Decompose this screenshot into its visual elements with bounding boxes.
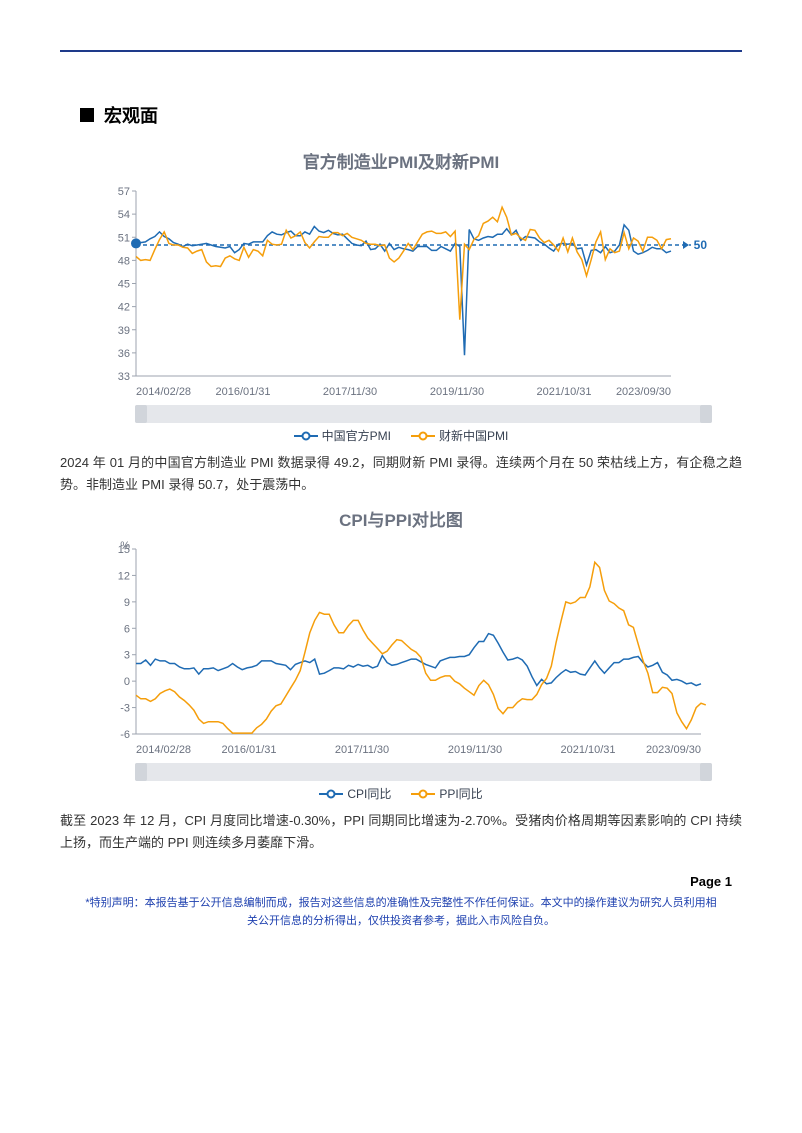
legend-item: 中国官方PMI [294, 427, 391, 444]
svg-text:54: 54 [118, 209, 130, 221]
scrubber-handle-right[interactable] [700, 405, 712, 423]
svg-text:-6: -6 [120, 729, 130, 741]
svg-text:51: 51 [118, 232, 130, 244]
legend-item: PPI同比 [411, 785, 482, 802]
chart-cpi-ppi: CPI与PPI对比图 -6-303691215%2014/02/282016/0… [60, 506, 742, 802]
svg-text:2021/10/31: 2021/10/31 [560, 744, 615, 756]
bullet-icon [80, 108, 94, 122]
legend-marker-icon [411, 788, 435, 800]
svg-text:2014/02/28: 2014/02/28 [136, 386, 191, 398]
chart-cpi-ppi-title: CPI与PPI对比图 [60, 506, 742, 531]
scrubber-handle-left[interactable] [135, 763, 147, 781]
svg-text:33: 33 [118, 371, 130, 383]
legend-marker-icon [411, 430, 435, 442]
svg-text:2016/01/31: 2016/01/31 [215, 386, 270, 398]
legend-item: CPI同比 [319, 785, 391, 802]
chart-pmi-svg: 33 36 39 42 45 48 51 54 57 2014/02/28 2016/01/31 20… [90, 181, 712, 401]
svg-text:9: 9 [124, 597, 130, 609]
chart-cpi-ppi-area: -6-303691215%2014/02/282016/01/312017/11… [90, 539, 712, 759]
svg-text:2014/02/28: 2014/02/28 [136, 744, 191, 756]
section-header: 宏观面 [80, 102, 742, 128]
legend-label: CPI同比 [347, 785, 391, 802]
scrubber-handle-left[interactable] [135, 405, 147, 423]
svg-text:12: 12 [118, 571, 130, 583]
chart-cpi-ppi-svg: -6-303691215%2014/02/282016/01/312017/11… [90, 539, 712, 759]
page-number: Page 1 [60, 874, 732, 889]
svg-text:50: 50 [694, 238, 708, 252]
legend-label: 财新中国PMI [439, 427, 508, 444]
svg-text:2019/11/30: 2019/11/30 [448, 744, 502, 756]
svg-text:42: 42 [118, 302, 130, 314]
svg-text:2019/11/30: 2019/11/30 [430, 386, 484, 398]
svg-text:45: 45 [118, 279, 130, 291]
svg-text:2023/09/30: 2023/09/30 [646, 744, 701, 756]
text-cpi-ppi: 截至 2023 年 12 月，CPI 月度同比增速-0.30%，PPI 同期同比… [60, 810, 742, 854]
svg-text:0: 0 [124, 676, 130, 688]
svg-text:2016/01/31: 2016/01/31 [221, 744, 276, 756]
svg-text:%: % [120, 540, 130, 552]
chart-pmi: 官方制造业PMI及财新PMI 33 36 39 42 45 48 51 54 57 2014/02… [60, 148, 742, 444]
chart-cpi-ppi-scrubber[interactable] [135, 763, 712, 781]
chart-pmi-area: 33 36 39 42 45 48 51 54 57 2014/02/28 2016/01/31 20… [90, 181, 712, 401]
text-pmi: 2024 年 01 月的中国官方制造业 PMI 数据录得 49.2，同期财新 P… [60, 452, 742, 496]
legend-label: PPI同比 [439, 785, 482, 802]
chart-pmi-legend: 中国官方PMI 财新中国PMI [60, 427, 742, 444]
svg-text:-3: -3 [120, 703, 130, 715]
legend-item: 财新中国PMI [411, 427, 508, 444]
svg-text:36: 36 [118, 348, 130, 360]
section-title: 宏观面 [104, 102, 158, 128]
top-border [60, 50, 742, 52]
svg-text:48: 48 [118, 255, 130, 267]
svg-text:39: 39 [118, 325, 130, 337]
scrubber-handle-right[interactable] [700, 763, 712, 781]
legend-label: 中国官方PMI [322, 427, 391, 444]
svg-text:2017/11/30: 2017/11/30 [335, 744, 389, 756]
disclaimer: *特别声明：本报告基于公开信息编制而成，报告对这些信息的准确性及完整性不作任何保… [60, 895, 742, 930]
chart-pmi-title: 官方制造业PMI及财新PMI [60, 148, 742, 173]
chart-pmi-scrubber[interactable] [135, 405, 712, 423]
svg-text:6: 6 [124, 623, 130, 635]
legend-marker-icon [319, 788, 343, 800]
svg-text:57: 57 [118, 186, 130, 198]
legend-marker-icon [294, 430, 318, 442]
svg-text:2023/09/30: 2023/09/30 [616, 386, 671, 398]
svg-text:2017/11/30: 2017/11/30 [323, 386, 377, 398]
svg-text:3: 3 [124, 650, 130, 662]
chart-cpi-ppi-legend: CPI同比 PPI同比 [60, 785, 742, 802]
svg-text:2021/10/31: 2021/10/31 [536, 386, 591, 398]
